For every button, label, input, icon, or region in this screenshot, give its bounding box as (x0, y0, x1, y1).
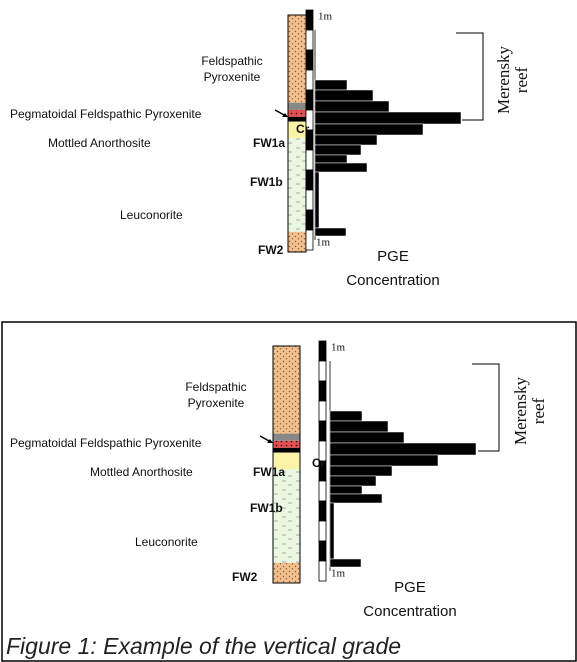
reef-label: Merensky (494, 46, 513, 114)
scale-segment (305, 189, 314, 211)
concentration-bar (314, 79, 348, 91)
concentration-bar (329, 475, 377, 487)
footwall-label: FW2 (258, 243, 284, 257)
rock-layer (288, 15, 306, 103)
rock-layer (288, 102, 306, 110)
rock-layer (288, 231, 306, 252)
concentration-bar (314, 162, 368, 173)
rock-layer (273, 562, 300, 583)
unit-label: Mottled Anorthosite (48, 136, 151, 150)
concentration-bar (329, 431, 405, 444)
scale-segment (318, 520, 327, 542)
concentration-bar (329, 485, 363, 495)
scale-segment (318, 360, 327, 382)
footwall-label: FW1a (253, 136, 285, 150)
scale-segment (318, 380, 327, 402)
axis-label: PGE (394, 579, 426, 596)
scale-segment (305, 49, 314, 71)
scale-segment (305, 9, 314, 31)
scale-segment (305, 69, 314, 91)
concentration-bar (329, 502, 335, 560)
scale-label: 1m (331, 342, 346, 354)
axis-label: Concentration (363, 603, 456, 620)
unit-label: Pegmatoidal Feldspathic Pyroxenite (10, 107, 202, 121)
concentration-bar (314, 100, 390, 113)
rock-layer (273, 346, 300, 434)
scale-segment (305, 89, 314, 111)
concentration-bar (329, 410, 363, 422)
rock-layer (288, 116, 306, 122)
rock-layer (288, 138, 306, 232)
frame (1, 321, 577, 662)
scale-segment (305, 209, 314, 231)
concentration-bar (314, 89, 374, 102)
scale-segment (318, 400, 327, 422)
column-outline (272, 345, 301, 584)
reef-label: reef (512, 66, 531, 93)
scale-segment (318, 500, 327, 522)
unit-label: Mottled Anorthosite (90, 465, 193, 479)
scale-segment (305, 229, 314, 251)
concentration-bar (314, 134, 378, 146)
scale-segment (318, 420, 327, 442)
rock-layer (273, 469, 300, 563)
rock-layer (288, 121, 306, 139)
unit-label: Pyroxenite (188, 396, 245, 410)
concentration-bar (329, 465, 393, 477)
footwall-label: FW1b (250, 501, 283, 515)
axis-label: Concentration (346, 272, 439, 289)
concentration-bar (314, 171, 320, 229)
rock-layer (273, 440, 300, 448)
caption: Figure 1: Example of the vertical grade (6, 633, 401, 659)
arrow-head (267, 439, 273, 443)
chromitite-label: Cr (296, 122, 310, 136)
unit-label: Pegmatoidal Feldspathic Pyroxenite (10, 436, 202, 450)
scale-label: 1m (318, 11, 333, 23)
concentration-bar (329, 558, 362, 568)
rock-layer (288, 109, 306, 117)
scale-segment (305, 149, 314, 171)
rock-layer (273, 452, 300, 470)
concentration-bar (329, 493, 383, 504)
scale-segment (318, 540, 327, 562)
rock-layer (273, 447, 300, 453)
scale-label: 1m (331, 568, 346, 580)
arrow-head (282, 113, 288, 117)
reef-label: reef (529, 397, 548, 424)
unit-label: Feldspathic (201, 54, 262, 68)
unit-label: Leuconorite (120, 208, 183, 222)
concentration-bar (329, 420, 389, 433)
scale-segment (318, 480, 327, 502)
scale-segment (318, 560, 327, 582)
chromitite-label: Cr (312, 456, 326, 470)
concentration-bar (329, 442, 477, 456)
reef-label: Merensky (511, 377, 530, 445)
unit-label: Pyroxenite (204, 70, 261, 84)
footwall-label: FW1a (253, 465, 285, 479)
footwall-label: FW2 (232, 570, 258, 584)
reef-bracket (472, 363, 500, 452)
scale-segment (318, 340, 327, 362)
scale-segment (305, 29, 314, 51)
concentration-bar (314, 123, 424, 136)
reef-bracket (456, 32, 484, 121)
concentration-bar (314, 111, 462, 125)
rock-layer (273, 433, 300, 441)
unit-label: Feldspathic (185, 380, 246, 394)
concentration-bar (314, 227, 347, 237)
unit-label: Leuconorite (135, 535, 198, 549)
footwall-label: FW1b (250, 175, 283, 189)
axis-label: PGE (377, 248, 409, 265)
concentration-bar (329, 454, 439, 467)
concentration-bar (314, 154, 348, 164)
concentration-bar (314, 144, 362, 156)
scale-label: 1m (316, 237, 331, 249)
scale-segment (305, 169, 314, 191)
